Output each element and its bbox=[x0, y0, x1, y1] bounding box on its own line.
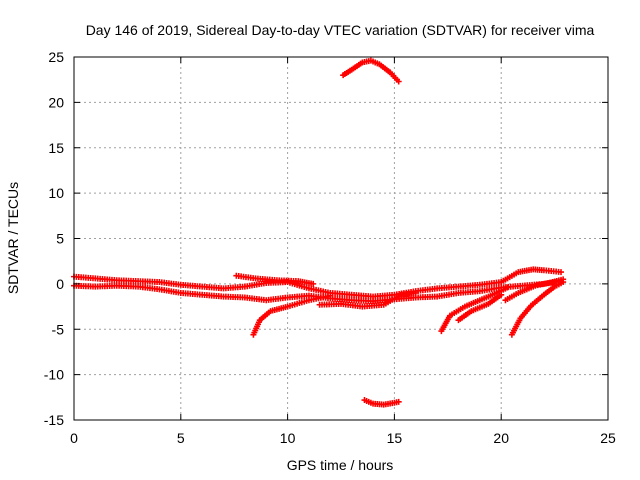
data-series bbox=[71, 278, 565, 305]
y-tick-label: -15 bbox=[44, 412, 64, 428]
data-point bbox=[412, 289, 419, 296]
data-series bbox=[455, 291, 505, 324]
x-axis-label: GPS time / hours bbox=[287, 457, 394, 473]
x-tick-label: 0 bbox=[70, 430, 78, 446]
data-point bbox=[558, 269, 565, 276]
y-tick-label: 0 bbox=[56, 276, 64, 292]
x-tick-label: 10 bbox=[280, 430, 296, 446]
y-tick-label: 25 bbox=[48, 49, 64, 65]
data-series bbox=[233, 272, 317, 287]
data-series bbox=[508, 279, 567, 338]
data-series bbox=[502, 276, 567, 304]
data-point bbox=[498, 291, 505, 298]
x-tick-label: 25 bbox=[600, 430, 616, 446]
data-series bbox=[361, 397, 402, 408]
y-tick-label: 10 bbox=[48, 185, 64, 201]
data-series bbox=[340, 57, 402, 85]
chart-title: Day 146 of 2019, Sidereal Day-to-day VTE… bbox=[86, 22, 595, 38]
grid-lines bbox=[74, 57, 608, 420]
axis-ticks: 0 5 10 15 20 25 -15 -10 -5 0 5 10 15 20 25 bbox=[44, 49, 616, 446]
x-tick-label: 5 bbox=[177, 430, 185, 446]
data-series bbox=[250, 292, 334, 338]
data-series bbox=[438, 284, 511, 335]
data-series bbox=[316, 289, 419, 310]
data-point bbox=[310, 280, 317, 287]
y-tick-label: 20 bbox=[48, 94, 64, 110]
y-tick-label: -5 bbox=[52, 321, 65, 337]
x-tick-label: 15 bbox=[387, 430, 403, 446]
data-points bbox=[71, 57, 567, 408]
y-tick-label: 5 bbox=[56, 231, 64, 247]
data-point bbox=[560, 276, 567, 283]
data-point bbox=[327, 292, 334, 299]
y-tick-label: -10 bbox=[44, 367, 64, 383]
data-point bbox=[395, 398, 402, 405]
y-axis-label: SDTVAR / TECUs bbox=[5, 182, 21, 294]
x-tick-label: 20 bbox=[493, 430, 509, 446]
y-tick-label: 15 bbox=[48, 140, 64, 156]
data-point bbox=[504, 284, 511, 291]
data-point bbox=[395, 78, 402, 85]
